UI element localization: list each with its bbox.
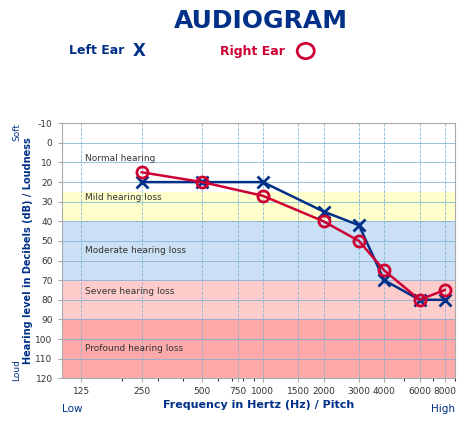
Text: Moderate hearing loss: Moderate hearing loss (84, 246, 185, 255)
Y-axis label: Hearing level in Decibels (dB) / Loudness: Hearing level in Decibels (dB) / Loudnes… (23, 137, 33, 364)
Text: High: High (431, 404, 455, 414)
Bar (62, 320, 455, 378)
Text: Mild hearing loss: Mild hearing loss (84, 193, 161, 202)
Text: X: X (133, 42, 146, 60)
Text: Normal hearing: Normal hearing (84, 154, 155, 163)
Text: Right Ear: Right Ear (220, 45, 294, 57)
Text: Soft: Soft (12, 123, 21, 141)
Bar (62, 221, 455, 280)
Text: Profound hearing loss: Profound hearing loss (84, 344, 182, 353)
Text: Loud: Loud (12, 359, 21, 381)
Bar (62, 280, 455, 320)
Text: Severe hearing loss: Severe hearing loss (84, 287, 174, 297)
Bar (62, 192, 455, 221)
Text: AUDIOGRAM: AUDIOGRAM (173, 8, 348, 32)
Text: Left Ear: Left Ear (69, 45, 133, 57)
Bar (62, 123, 455, 192)
Text: Low: Low (62, 404, 82, 414)
X-axis label: Frequency in Hertz (Hz) / Pitch: Frequency in Hertz (Hz) / Pitch (163, 400, 354, 411)
